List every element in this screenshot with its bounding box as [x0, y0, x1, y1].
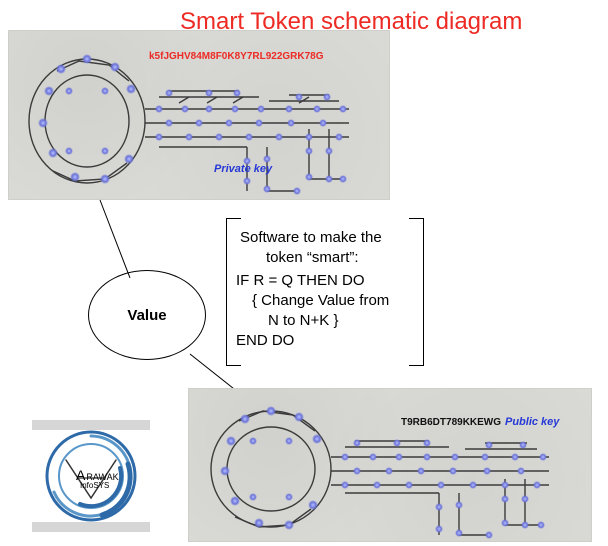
logo-line2: InfoSYS — [80, 482, 119, 490]
logo-text: ARAWAK InfoSYS — [76, 468, 119, 490]
private-key-panel: k5fJGHV84M8F0K8Y7RL922GRK78G Private key — [8, 30, 390, 200]
code-l4: END DO — [236, 331, 418, 351]
code-body: IF R = Q THEN DO { Change Value from N t… — [236, 271, 418, 352]
code-heading: Software to make the token “smart”: — [240, 228, 418, 269]
public-key-panel: T9RB6DT789KKEWG Public key — [188, 388, 592, 542]
private-key-label: Private key — [214, 163, 272, 175]
value-label: Value — [127, 307, 166, 324]
public-key-circuit — [189, 389, 593, 543]
private-key-hash: k5fJGHV84M8F0K8Y7RL922GRK78G — [149, 51, 324, 62]
public-key-hash: T9RB6DT789KKEWG — [401, 417, 501, 428]
code-h1: Software to make the — [240, 228, 418, 248]
public-key-label: Public key — [505, 416, 559, 428]
value-node: Value — [88, 270, 206, 360]
code-l1: IF R = Q THEN DO — [236, 271, 418, 291]
code-h2: token “smart”: — [266, 248, 418, 268]
logo: ARAWAK InfoSYS — [32, 420, 150, 532]
code-l2: { Change Value from — [252, 291, 418, 311]
code-l3: N to N+K } — [268, 311, 418, 331]
code-box: Software to make the token “smart”: IF R… — [226, 218, 424, 366]
